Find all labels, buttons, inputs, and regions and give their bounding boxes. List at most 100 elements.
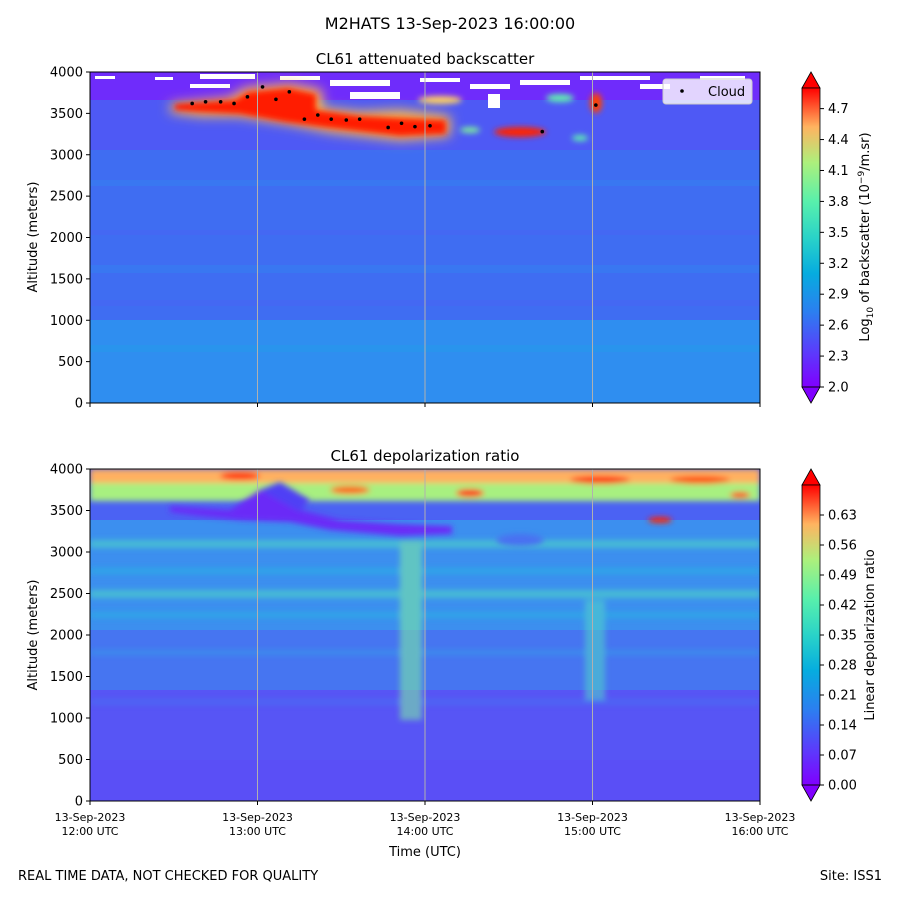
cloud-patch-15utc-shape — [590, 93, 602, 113]
y-tick-label: 3000 — [50, 148, 83, 163]
colorbar-tick-label: 3.2 — [828, 257, 849, 272]
cloud-base-point — [316, 113, 320, 117]
colorbar-tick-label: 0.14 — [828, 719, 857, 734]
colorbar-tick-label: 0.56 — [828, 539, 857, 554]
y-tick-label: 4000 — [50, 463, 83, 478]
legend-box — [662, 78, 753, 105]
y-tick-label: 1000 — [50, 314, 83, 329]
cloud-base-point — [274, 97, 278, 102]
colorbar-tick-label: 0.35 — [828, 629, 857, 644]
depol-ylabel: Altitude (meters) — [26, 580, 41, 691]
backscatter-colorbar: 2.0 2.3 2.6 2.9 3.2 3.5 3.8 4.1 4.4 4.7 — [801, 71, 849, 404]
y-tick-label: 3500 — [50, 504, 83, 519]
colorbar-extend-bottom — [801, 386, 821, 404]
x-tick-time: 12:00 UTC — [61, 825, 118, 838]
y-tick-label: 2500 — [50, 587, 83, 602]
cloud-base-point — [357, 117, 362, 121]
x-tick-time: 15:00 UTC — [564, 825, 621, 838]
y-tick-label: 1500 — [50, 670, 83, 685]
cloud-patch-small-a — [418, 96, 462, 104]
colorbar-tick-label: 0.07 — [828, 749, 857, 764]
cloud-base-point — [232, 101, 236, 106]
backscatter-ylabel: Altitude (meters) — [26, 182, 41, 293]
colorbar-tick-label: 2.6 — [828, 319, 849, 334]
colorbar-tick-label: 4.7 — [828, 102, 849, 117]
depol-colorbar-extend-bottom — [801, 784, 821, 802]
cloud-base-point — [302, 117, 307, 121]
y-tick-label: 0 — [75, 795, 83, 810]
legend-label: Cloud — [708, 85, 745, 100]
cloud-base-point — [428, 123, 432, 128]
backscatter-vertical-gridlines — [257, 72, 593, 403]
cloud-base-point — [594, 103, 598, 107]
cloud-patch-small-d — [572, 135, 588, 141]
colorbar-tick-label: 2.9 — [828, 288, 849, 303]
backscatter-white-noise-top — [95, 74, 745, 108]
colorbar-tick-label: 0.00 — [828, 779, 857, 794]
x-tick-date: 13-Sep-2023 — [222, 811, 293, 824]
colorbar-tick-label: 4.4 — [828, 133, 849, 148]
colorbar-tick-label: 3.5 — [828, 226, 849, 241]
colorbar-tick-label: 4.1 — [828, 164, 849, 179]
depol-colorbar-gradient — [802, 485, 820, 785]
depol-y-ticks: 0 500 1000 1500 2000 2500 3000 3500 4000 — [50, 463, 90, 810]
cloud-base-point — [203, 99, 208, 104]
cloud-base-point — [386, 125, 390, 130]
depol-colorbar-label: Linear depolarization ratio — [863, 549, 878, 720]
depol-cloud-signature — [170, 482, 544, 546]
cloud-base-point — [287, 90, 292, 94]
cloud-core — [175, 88, 446, 136]
depol-vertical-gridlines — [257, 469, 593, 801]
y-tick-label: 1000 — [50, 712, 83, 727]
y-tick-label: 3500 — [50, 107, 83, 122]
cloud-base-point — [218, 99, 223, 104]
colorbar-tick-label: 0.28 — [828, 659, 857, 674]
x-tick-date: 13-Sep-2023 — [557, 811, 628, 824]
y-tick-label: 0 — [75, 397, 83, 412]
depol-colorbar: 0.00 0.07 0.14 0.21 0.28 0.35 0.42 0.49 0.56 0.63 — [801, 468, 857, 802]
y-tick-label: 2000 — [50, 231, 83, 246]
cloud-base-points — [190, 85, 598, 134]
colorbar-tick-label: 2.3 — [828, 350, 849, 365]
cloud-base-point — [245, 95, 250, 99]
colorbar-tick-label: 0.49 — [828, 569, 857, 584]
site-label: Site: ISS1 — [819, 869, 882, 884]
y-tick-label: 4000 — [50, 66, 83, 81]
backscatter-y-ticks: 0 500 1000 1500 2000 2500 3000 3500 4000 — [50, 66, 90, 412]
y-tick-label: 500 — [58, 355, 83, 370]
legend: Cloud — [662, 78, 753, 105]
y-tick-label: 2000 — [50, 629, 83, 644]
y-tick-label: 1500 — [50, 272, 83, 287]
backscatter-plot-area — [90, 72, 760, 403]
colorbar-tick-label: 0.21 — [828, 689, 857, 704]
quality-disclaimer: REAL TIME DATA, NOT CHECKED FOR QUALITY — [18, 869, 319, 884]
cloud-base-point — [329, 117, 334, 121]
colorbar-tick-label: 3.8 — [828, 195, 849, 210]
cloud-base-point — [413, 124, 417, 129]
x-tick-time: 13:00 UTC — [229, 825, 286, 838]
cloud-base-point — [344, 118, 349, 122]
cloud-patch-small-c — [546, 94, 574, 102]
cloud-base-point — [190, 101, 194, 106]
backscatter-x-ticks — [89, 403, 761, 407]
cloud-base-point — [540, 129, 545, 134]
backscatter-title: CL61 attenuated backscatter — [316, 50, 535, 68]
figure-suptitle: M2HATS 13-Sep-2023 16:00:00 — [324, 14, 576, 33]
y-tick-label: 2500 — [50, 190, 83, 205]
legend-marker — [680, 89, 684, 93]
backscatter-cloud-layer — [170, 84, 602, 141]
cloud-base-point — [399, 121, 404, 126]
x-tick-date: 13-Sep-2023 — [725, 811, 796, 824]
x-tick-time: 16:00 UTC — [731, 825, 788, 838]
colorbar-tick-label: 0.42 — [828, 599, 857, 614]
backscatter-colorbar-label: Log10 of backscatter (10−9/m.sr) — [857, 132, 876, 341]
depol-colorbar-extend-top — [801, 468, 821, 486]
cloud-patch-east-shape — [494, 127, 546, 137]
colorbar-gradient — [802, 88, 820, 387]
colorbar-tick-label: 0.63 — [828, 509, 857, 524]
colorbar-frame — [801, 87, 821, 388]
depolarization-plot-area — [90, 469, 760, 801]
cloud-base-point — [260, 85, 265, 89]
